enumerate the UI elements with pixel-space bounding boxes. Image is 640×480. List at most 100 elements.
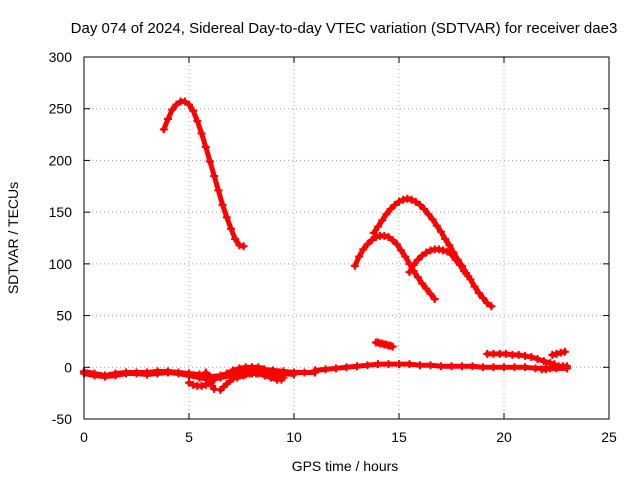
x-tick-label: 25	[601, 429, 617, 445]
data-point	[434, 245, 443, 254]
data-point	[422, 248, 431, 257]
data-point	[264, 370, 273, 379]
data-point	[560, 347, 569, 356]
series-arc-5	[371, 338, 397, 351]
data-point	[342, 363, 351, 372]
data-point	[510, 363, 519, 372]
data-point	[388, 236, 397, 245]
data-point	[363, 240, 372, 249]
data-point	[363, 361, 372, 370]
data-point	[132, 369, 141, 378]
data-point	[321, 365, 330, 374]
series-edge-1	[537, 362, 571, 374]
data-point	[210, 171, 219, 180]
data-point	[489, 363, 498, 372]
data-point	[164, 368, 172, 377]
data-point	[500, 363, 508, 372]
data-point	[371, 232, 380, 241]
data-point	[405, 360, 414, 369]
data-point	[479, 293, 487, 302]
data-point	[153, 369, 162, 378]
data-point	[311, 366, 319, 375]
data-point	[201, 368, 210, 377]
data-point	[468, 362, 477, 371]
data-point	[189, 106, 198, 115]
x-tick-label: 5	[185, 429, 193, 445]
y-tick-label: 100	[49, 256, 73, 272]
data-point	[422, 284, 431, 293]
data-point	[502, 349, 511, 358]
data-point	[378, 216, 387, 225]
data-point	[531, 364, 540, 373]
data-point	[359, 245, 368, 254]
data-point	[374, 222, 382, 231]
series-arc-1	[159, 97, 248, 251]
data-point	[168, 105, 177, 114]
data-point	[487, 302, 496, 311]
data-point	[464, 272, 473, 281]
data-point	[382, 210, 391, 219]
series-arc-6	[483, 349, 559, 369]
data-point	[521, 363, 529, 372]
y-tick-label: 300	[49, 49, 73, 65]
data-point	[426, 246, 435, 255]
data-point	[430, 295, 439, 304]
data-point	[174, 369, 183, 378]
data-point	[271, 372, 280, 381]
data-point	[413, 255, 422, 264]
y-tick-label: -50	[52, 411, 72, 427]
data-point	[426, 361, 435, 370]
data-point	[203, 372, 212, 381]
data-point	[201, 142, 210, 151]
data-point	[172, 100, 181, 109]
data-point	[300, 368, 309, 377]
data-point	[277, 375, 286, 384]
data-point	[254, 363, 263, 372]
data-point	[218, 200, 227, 209]
data-point	[479, 363, 487, 372]
y-tick-label: 250	[49, 101, 73, 117]
data-point	[403, 194, 412, 203]
data-point	[443, 247, 452, 256]
x-tick-labels: 0 5 10 15 20 25	[80, 429, 617, 445]
data-points	[80, 97, 571, 395]
data-point	[231, 235, 240, 244]
data-point	[483, 299, 492, 308]
data-point	[409, 260, 418, 269]
data-point	[416, 200, 424, 209]
series-dip-4	[222, 363, 288, 382]
data-point	[546, 364, 555, 373]
data-point	[521, 351, 529, 360]
y-tick-label: 0	[64, 359, 72, 375]
data-point	[548, 350, 557, 359]
series-band	[161, 98, 247, 249]
data-point	[235, 241, 244, 250]
series-arc-3	[350, 231, 439, 304]
data-point	[405, 268, 414, 277]
data-point	[552, 349, 561, 358]
data-point	[432, 221, 441, 230]
data-point	[527, 352, 536, 361]
data-point	[388, 342, 397, 351]
data-point	[185, 100, 193, 109]
y-tick-label: 150	[49, 204, 73, 220]
series-dip-5	[233, 369, 286, 384]
data-point	[455, 260, 464, 269]
data-point	[447, 250, 456, 259]
data-point	[542, 365, 550, 374]
data-point	[185, 371, 193, 380]
x-axis-label: GPS time / hours	[292, 458, 399, 474]
data-point	[407, 195, 416, 204]
grid-lines	[84, 57, 609, 419]
data-point	[458, 362, 466, 371]
data-point	[563, 362, 571, 371]
data-point	[390, 200, 399, 209]
data-point	[222, 369, 231, 378]
data-point	[413, 273, 422, 282]
series-baseline-2	[311, 360, 571, 375]
data-point	[424, 210, 433, 219]
chart-title: Day 074 of 2024, Sidereal Day-to-day VTE…	[71, 20, 618, 37]
data-point	[395, 360, 403, 369]
data-point	[374, 360, 382, 369]
